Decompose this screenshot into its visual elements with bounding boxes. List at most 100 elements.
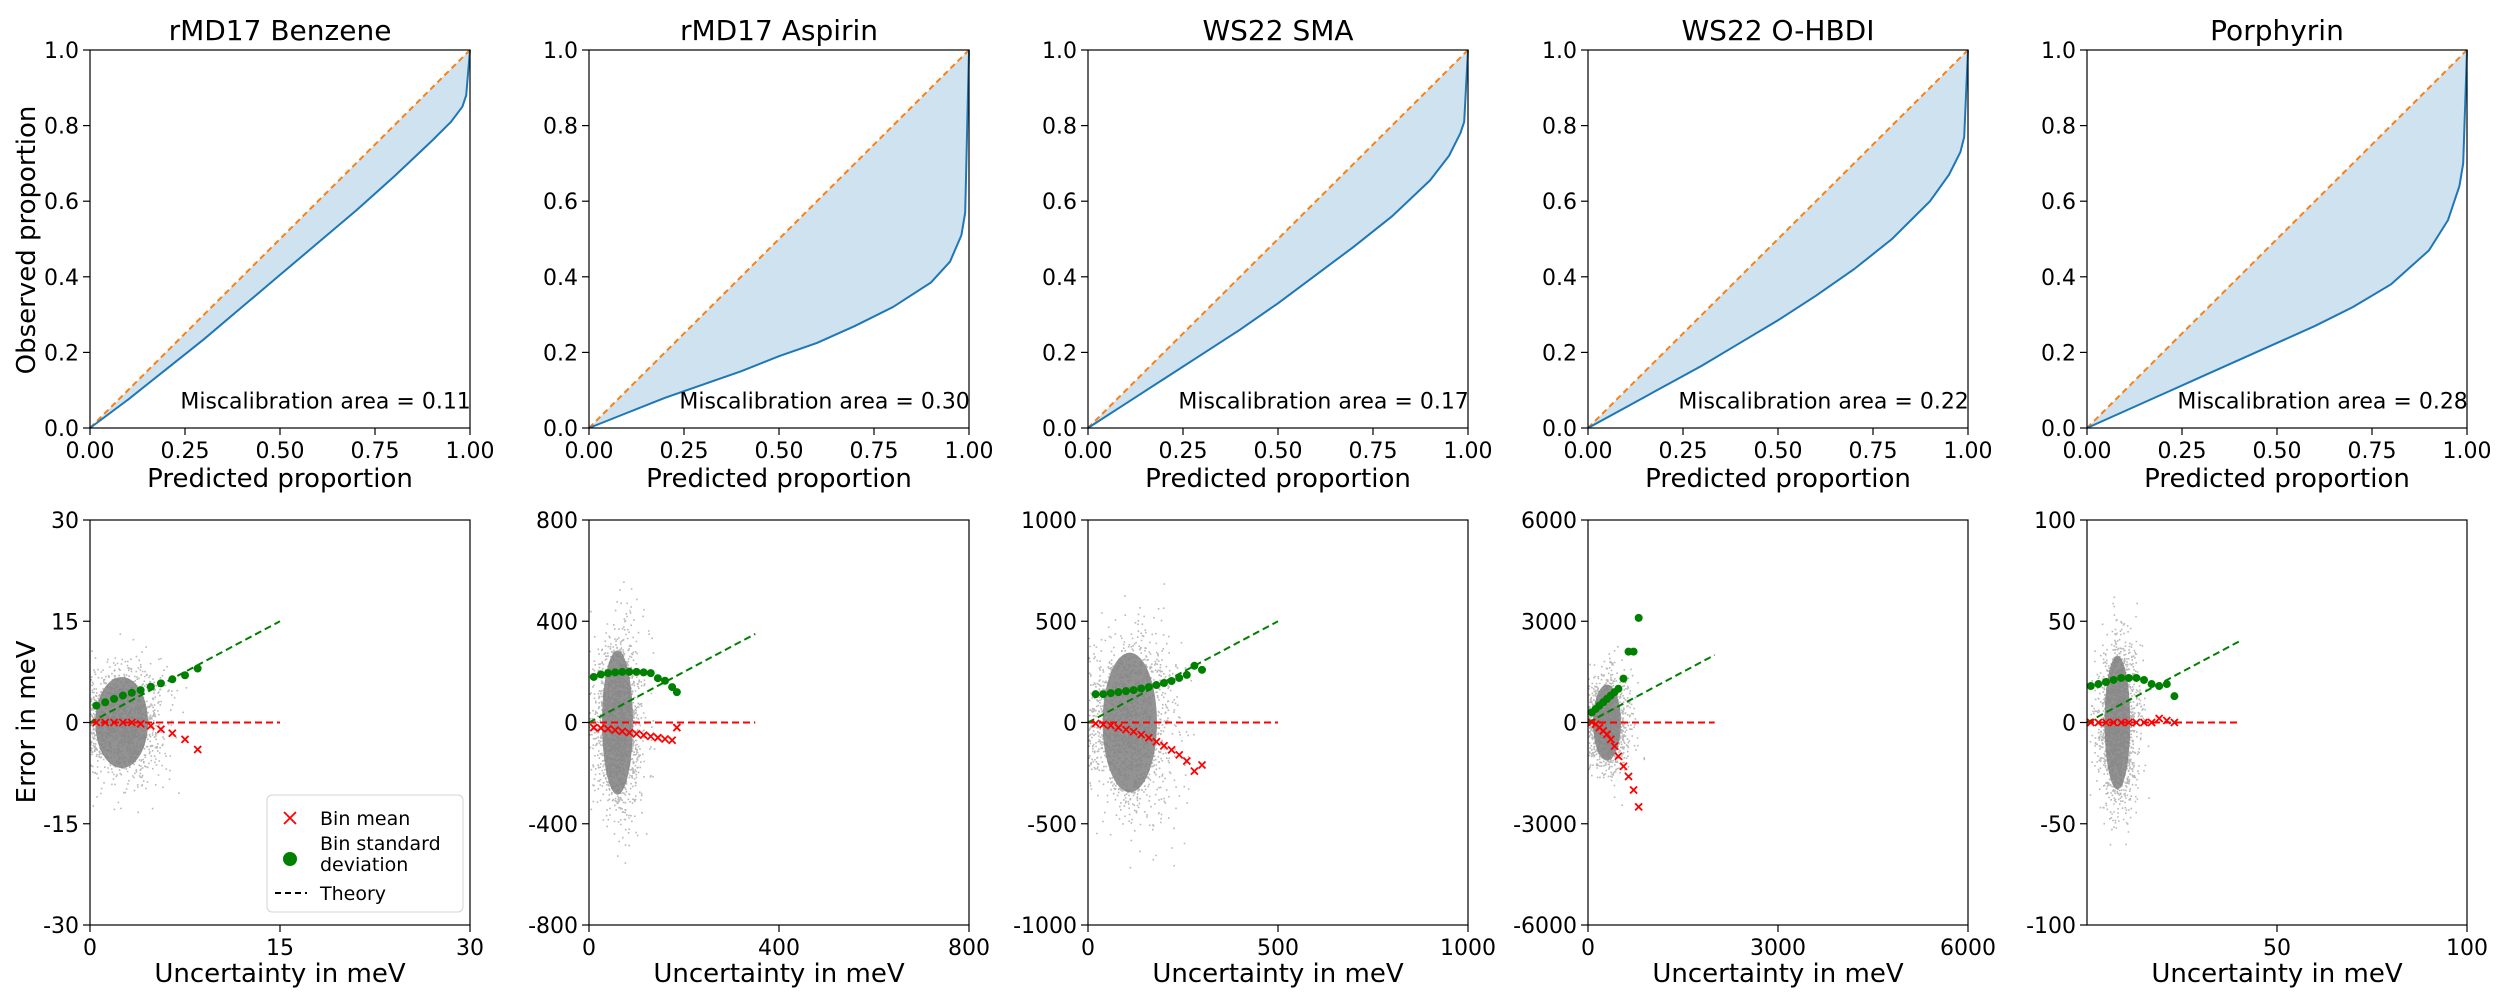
bin-mean-point: [1606, 735, 1615, 744]
bin-mean-point: [2139, 718, 2149, 727]
y-tick-label: 6000: [1521, 509, 1577, 534]
y-tick-label: 100: [2034, 509, 2076, 534]
miscalibration-annotation: Miscalibration area = 0.22: [1678, 390, 1968, 415]
subplot-grid: rMD17 Benzene Miscalibration area = 0.11 0…: [43, 14, 2491, 989]
bin-std-point: [625, 667, 634, 676]
bin-std-point: [1144, 683, 1153, 692]
bin-mean-point: [1614, 752, 1623, 761]
calibration-curve: [1087, 49, 1469, 429]
y-tick-label: -30: [43, 914, 79, 939]
bin-mean-point: [1114, 723, 1123, 732]
x-axis-label: Uncertainty in meV: [653, 959, 904, 989]
y-tick-label: 0.0: [1042, 417, 1077, 442]
bin-std-point: [2117, 673, 2126, 682]
bin-mean-point: [596, 723, 606, 733]
x-tick-label: 0.50: [2253, 439, 2302, 464]
row1-ylabel: Observed proportion: [12, 106, 42, 375]
bin-mean-point: [168, 729, 177, 738]
x-tick-label: 0.75: [1849, 439, 1898, 464]
y-tick-label: 0.6: [2041, 190, 2076, 215]
y-tick-label: 0.2: [1542, 341, 1577, 366]
bin-std-point: [2109, 675, 2118, 684]
bin-mean-point: [1619, 762, 1628, 771]
x-tick-label: 0.00: [1564, 439, 1613, 464]
bin-mean-point: [639, 731, 648, 740]
bin-mean-point: [1091, 719, 1100, 728]
bin-mean-point: [625, 728, 634, 737]
y-tick-label: -3000: [1513, 813, 1577, 838]
bin-mean-point: [1137, 730, 1146, 739]
bin-mean-point: [1182, 756, 1191, 766]
x-tick-label: 6000: [1940, 936, 1996, 961]
bin-std-point: [127, 688, 136, 697]
bin-std-point: [672, 688, 681, 697]
bin-mean-point: [610, 725, 620, 735]
bin-mean-point: [1144, 733, 1153, 742]
y-tick-label: 0.8: [1042, 115, 1077, 140]
x-tick-label: 1000: [1440, 936, 1496, 961]
theory-std-line: [588, 633, 756, 724]
y-tick-label: 30: [51, 509, 79, 534]
miscalibration-annotation: Miscalibration area = 0.11: [180, 390, 470, 415]
y-tick-label: -6000: [1513, 914, 1577, 939]
calibration-curve: [588, 49, 970, 429]
y-tick-label: -800: [528, 914, 578, 939]
plot-title: rMD17 Benzene: [169, 14, 392, 47]
bin-mean-point: [618, 727, 627, 736]
y-tick-label: 0: [2062, 712, 2076, 737]
bin-std-point: [1198, 665, 1206, 674]
x-tick-label: 400: [758, 936, 800, 961]
y-tick-label: 0: [1563, 712, 1577, 737]
bin-std-point: [136, 686, 145, 695]
bin-std-point: [1152, 681, 1161, 690]
y-tick-label: -50: [2040, 813, 2076, 838]
bin-std-point: [1114, 688, 1123, 697]
x-tick-label: 1.00: [446, 439, 495, 464]
bin-std-point: [596, 670, 605, 679]
error-uncertainty-plot: 50 100 -100 -50 0 50 100 Uncertainty in meV: [2026, 509, 2488, 989]
bin-mean-point: [646, 732, 655, 741]
x-tick-label: 1.00: [2443, 439, 2492, 464]
plot-title: WS22 SMA: [1202, 14, 1353, 47]
bin-std-point: [2102, 678, 2110, 686]
bin-mean-point: [632, 729, 641, 739]
plot-title: Porphyrin: [2210, 14, 2344, 47]
bin-std-point: [2086, 682, 2095, 691]
y-tick-label: 0.2: [44, 341, 79, 366]
bin-mean-point: [1167, 745, 1176, 754]
bin-mean-point: [109, 718, 119, 727]
bin-mean-point: [1197, 760, 1207, 770]
bin-std-point: [2124, 673, 2133, 682]
y-tick-label: 0.0: [1542, 417, 1577, 442]
bin-mean-point: [2162, 716, 2171, 725]
y-tick-label: -100: [2026, 914, 2076, 939]
bin-std-point: [2155, 682, 2164, 691]
x-axis-label: Uncertainty in meV: [154, 959, 405, 989]
error-uncertainty-plot: 0 500 1000 -1000 -500 0 500 1000 Uncertainty in …: [1013, 509, 1496, 989]
row2-ylabel: Error in meV: [12, 640, 42, 803]
bin-std-point: [1137, 684, 1146, 693]
y-tick-label: 0: [65, 712, 79, 737]
bin-mean-point: [136, 719, 145, 728]
x-tick-label: 0.75: [351, 439, 400, 464]
bin-mean-point: [1629, 785, 1638, 795]
x-axis-label: Uncertainty in meV: [1152, 959, 1403, 989]
x-tick-label: 0.25: [161, 439, 210, 464]
bin-std-point: [168, 675, 177, 684]
bin-mean-point: [2147, 718, 2156, 727]
bin-mean-point: [127, 718, 136, 727]
x-tick-label: 15: [266, 936, 294, 961]
x-tick-label: 0.00: [565, 439, 614, 464]
bin-std-point: [1122, 687, 1130, 696]
y-tick-label: 0.2: [1042, 341, 1077, 366]
x-axis-label: Predicted proportion: [646, 464, 912, 494]
y-tick-label: 1000: [1021, 509, 1077, 534]
y-tick-label: 15: [51, 610, 79, 635]
error-uncertainty-plot: 0 400 800 -800 -400 0 400 800 Uncertainty in meV: [528, 509, 990, 989]
legend-bin-mean-marker: [283, 811, 297, 825]
y-tick-label: 800: [536, 509, 578, 534]
bin-mean-point: [1190, 766, 1199, 776]
bin-std-point: [1099, 690, 1108, 699]
bin-mean-point: [2094, 718, 2103, 727]
